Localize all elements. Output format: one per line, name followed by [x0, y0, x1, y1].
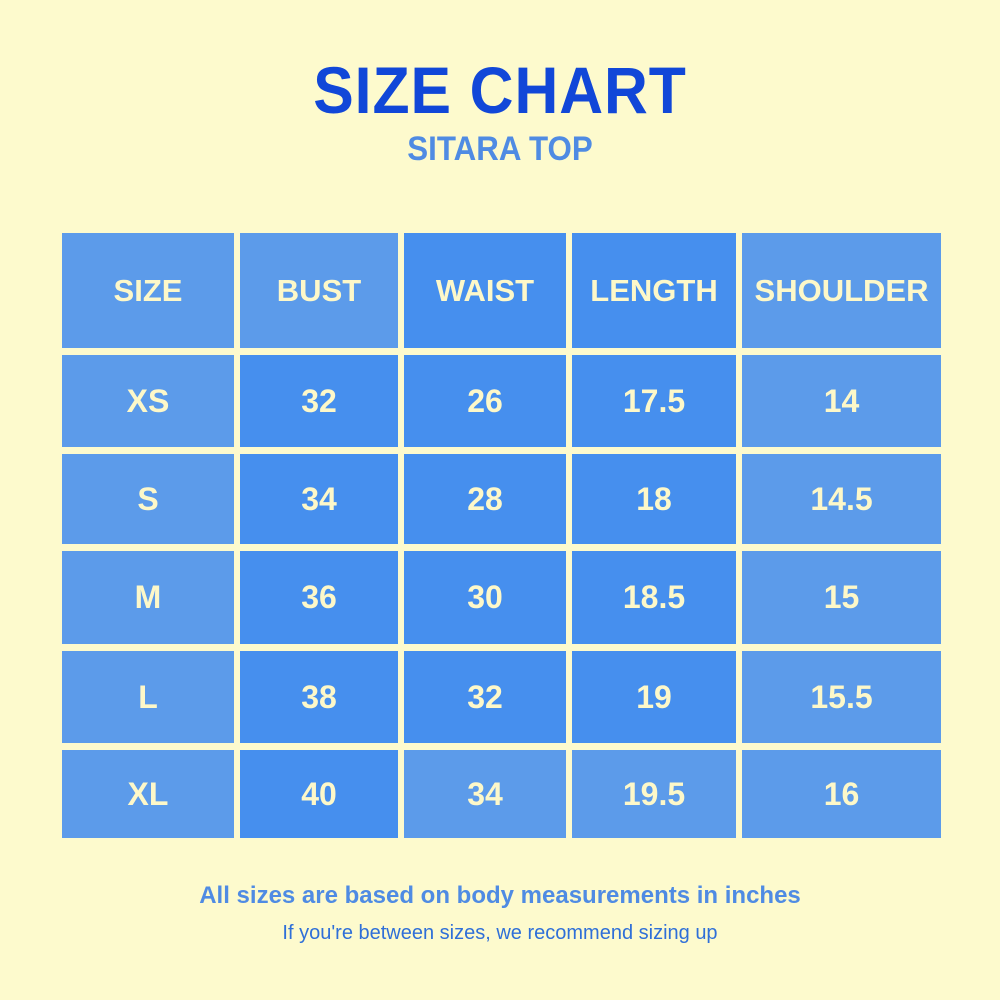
- measurement: 14.5: [742, 454, 941, 544]
- measurement: 28: [404, 454, 566, 544]
- size-label: S: [62, 454, 234, 544]
- measurement: 38: [240, 651, 398, 743]
- size-label: XS: [62, 355, 234, 447]
- measurement: 40: [240, 750, 398, 838]
- measurement: 18: [572, 454, 736, 544]
- footnote-tip: If you're between sizes, we recommend si…: [282, 922, 718, 944]
- measurement: 14: [742, 355, 941, 447]
- column-header: WAIST: [404, 233, 566, 348]
- measurement: 19: [572, 651, 736, 743]
- measurement: 15: [742, 551, 941, 644]
- column-header: BUST: [240, 233, 398, 348]
- size-label: XL: [62, 750, 234, 838]
- measurement: 19.5: [572, 750, 736, 838]
- title: SIZE CHART: [313, 53, 687, 127]
- measurement: 26: [404, 355, 566, 447]
- measurement: 18.5: [572, 551, 736, 644]
- size-label: L: [62, 651, 234, 743]
- footnote: All sizes are based on body measurements…: [199, 882, 801, 909]
- size-label: M: [62, 551, 234, 644]
- measurement: 15.5: [742, 651, 941, 743]
- measurement: 32: [240, 355, 398, 447]
- measurement: 17.5: [572, 355, 736, 447]
- size-table: SIZE BUST WAIST LENGTH SHOULDER XS 32 26 17.5 14 S…: [62, 233, 941, 838]
- measurement: 30: [404, 551, 566, 644]
- measurement: 32: [404, 651, 566, 743]
- measurement: 34: [404, 750, 566, 838]
- measurement: 16: [742, 750, 941, 838]
- subtitle: SITARA TOP: [407, 130, 593, 168]
- column-header: LENGTH: [572, 233, 736, 348]
- column-header: SIZE: [62, 233, 234, 348]
- measurement: 36: [240, 551, 398, 644]
- measurement: 34: [240, 454, 398, 544]
- column-header: SHOULDER: [742, 233, 941, 348]
